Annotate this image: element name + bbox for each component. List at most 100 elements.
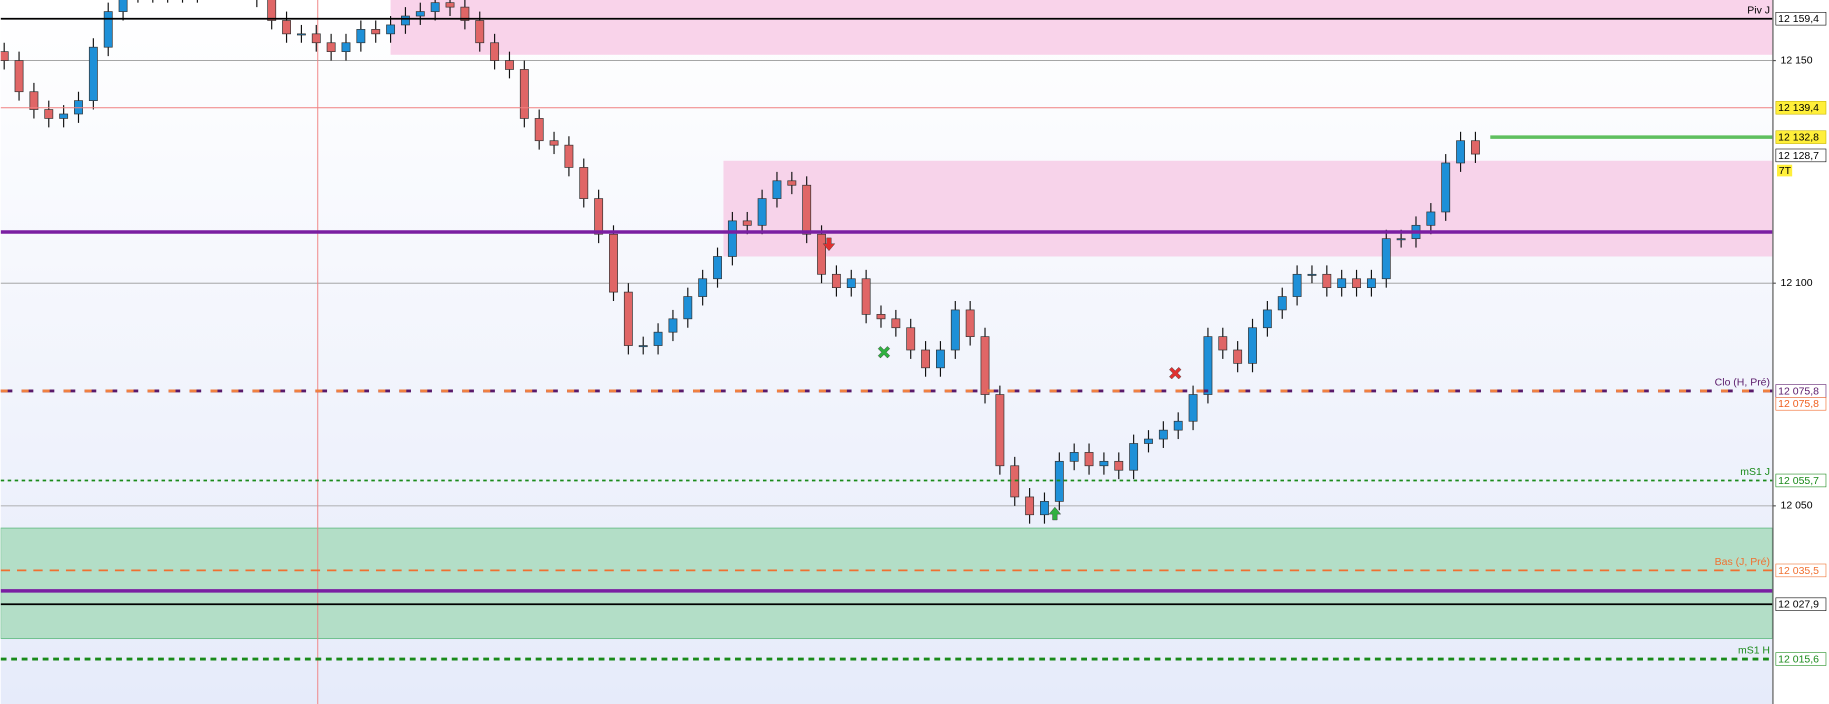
price-label: 12 027,9	[1778, 600, 1819, 611]
candle-body	[742, 220, 752, 226]
y-tick-label: 12 050	[1781, 501, 1813, 512]
level-name: Piv J	[1747, 5, 1770, 16]
candle-body	[371, 29, 381, 35]
candle-body	[698, 278, 708, 297]
price-label-box	[1775, 473, 1827, 488]
price-label-box	[1775, 652, 1827, 666]
candle-body	[594, 198, 604, 235]
candle-body	[936, 349, 945, 369]
candle-body	[757, 198, 767, 226]
zone	[723, 160, 1773, 257]
candle-body	[1337, 278, 1347, 289]
candle-body	[980, 336, 990, 395]
candle-body	[29, 91, 39, 110]
price-label: 12 132,8	[1778, 132, 1819, 143]
price-label: 12 015,6	[1778, 654, 1819, 665]
candle-body	[950, 309, 960, 351]
candle-body	[802, 184, 812, 235]
signal-cross	[877, 346, 891, 359]
candle-body	[386, 24, 396, 35]
candle-body	[1084, 452, 1094, 467]
candle-body	[1188, 394, 1198, 422]
price-label-box	[1775, 101, 1827, 115]
candle-body	[1456, 140, 1465, 164]
candle-body	[1114, 460, 1124, 471]
signal-up	[1048, 506, 1062, 521]
candle-body	[1396, 238, 1406, 241]
candle-body	[282, 20, 291, 35]
candle-body	[995, 394, 1005, 467]
candle-body	[623, 291, 633, 346]
y-tick-label: 12 150	[1781, 55, 1813, 66]
candle-body	[579, 167, 589, 199]
candle-body	[1099, 460, 1109, 467]
plot-area	[0, 0, 1773, 704]
candle-body	[713, 256, 722, 280]
level-name: Bas (J, Pré)	[1715, 557, 1770, 568]
candle-body	[861, 278, 871, 315]
candle-body	[787, 180, 797, 186]
candle-body	[772, 180, 782, 199]
candle-body	[831, 273, 841, 289]
candle-body	[906, 327, 916, 351]
candle-body	[1366, 278, 1376, 289]
candle-body	[296, 33, 306, 36]
candle-body	[1025, 496, 1035, 516]
candle-body	[1069, 452, 1079, 462]
candle-body	[1307, 273, 1317, 276]
candle-body	[519, 69, 529, 119]
time-tag-box	[1777, 164, 1793, 177]
candle-body	[817, 233, 826, 275]
candle-body	[415, 11, 425, 17]
candle-body	[534, 118, 544, 142]
candle-body	[1129, 443, 1139, 471]
candle-body	[846, 278, 856, 289]
candle-body	[1352, 278, 1361, 289]
candle-body	[1203, 336, 1213, 395]
candle-body	[267, 0, 277, 21]
candle-body	[549, 140, 559, 146]
signal-cross	[1169, 366, 1182, 380]
price-label-box	[1775, 130, 1827, 144]
candle-body	[668, 318, 678, 333]
candle-body	[1292, 273, 1302, 297]
price-label-box	[1775, 597, 1827, 611]
price-label: 12 139,4	[1778, 103, 1819, 114]
candle-body	[0, 51, 9, 61]
candle-body	[341, 42, 351, 53]
candle-body	[1441, 162, 1451, 213]
candle-body	[475, 20, 485, 44]
level-name: Clo (H, Pré)	[1715, 378, 1770, 389]
price-label: 12 035,5	[1778, 566, 1819, 577]
candle-body	[638, 345, 648, 348]
candle-body	[1262, 309, 1272, 329]
candle-body	[1173, 420, 1183, 431]
y-tick-label: 12 100	[1781, 278, 1813, 289]
candle-body	[490, 42, 500, 61]
price-label: 12 055,7	[1778, 476, 1819, 487]
candle-body	[1144, 438, 1153, 444]
candle-body	[891, 318, 901, 329]
candle-body	[965, 309, 975, 337]
candle-body	[1233, 349, 1243, 364]
zone	[0, 527, 1773, 640]
candle-body	[356, 29, 366, 44]
candle-body	[653, 331, 663, 346]
candle-body	[88, 46, 98, 101]
candle-body	[609, 233, 618, 293]
price-label: 12 075,8	[1778, 399, 1819, 410]
candle-body	[1248, 327, 1257, 364]
candle-body	[1426, 211, 1436, 226]
candle-body	[683, 296, 693, 320]
price-label: 12 128,7	[1778, 151, 1819, 162]
candle-body	[876, 314, 886, 320]
candle-body	[1381, 238, 1391, 280]
candle-body	[1010, 465, 1020, 498]
candle-body	[1471, 140, 1480, 155]
level-name: mS1 H	[1738, 646, 1770, 657]
candle-body	[505, 60, 514, 70]
candle-body	[1218, 336, 1228, 351]
candle-body	[1322, 273, 1332, 289]
candle-body	[460, 6, 470, 21]
